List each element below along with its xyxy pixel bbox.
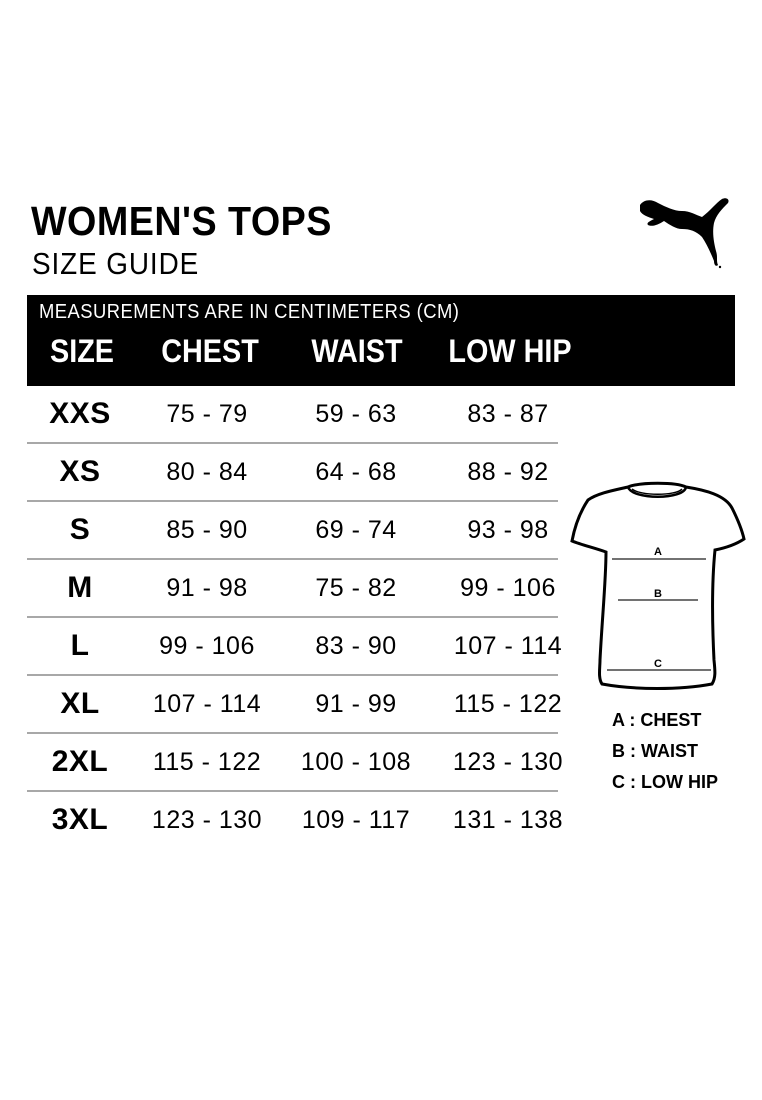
marker-a: A: [654, 546, 662, 558]
row-divider: [27, 732, 558, 734]
table-row: S 85 - 90 69 - 74 93 - 98: [27, 502, 558, 560]
column-header-chest: CHEST: [161, 333, 259, 369]
legend-item-chest: A : CHEST: [612, 710, 701, 731]
puma-logo-icon: [640, 198, 729, 269]
cell-size: XL: [60, 687, 100, 720]
table-header-band: MEASUREMENTS ARE IN CENTIMETERS (CM) SIZ…: [27, 295, 735, 386]
table-row: XS 80 - 84 64 - 68 88 - 92: [27, 444, 558, 502]
cell-chest: 91 - 98: [166, 574, 248, 602]
tshirt-diagram: A B C: [570, 481, 746, 690]
cell-chest: 75 - 79: [166, 400, 248, 428]
cell-waist: 75 - 82: [315, 574, 397, 602]
cell-size: 2XL: [51, 745, 109, 778]
row-divider: [27, 616, 558, 618]
marker-c: C: [654, 658, 662, 670]
cell-chest: 99 - 106: [159, 632, 255, 660]
legend-sep: :: [629, 710, 636, 730]
legend-label: LOW HIP: [641, 772, 719, 792]
cell-size: XXS: [49, 397, 111, 430]
legend-label: CHEST: [640, 710, 702, 730]
legend-label: WAIST: [641, 741, 699, 761]
column-header-low-hip: LOW HIP: [448, 333, 572, 369]
cell-low-hip: 88 - 92: [467, 458, 549, 486]
row-divider: [27, 674, 558, 676]
row-divider: [27, 558, 558, 560]
units-note: MEASUREMENTS ARE IN CENTIMETERS (CM): [39, 301, 460, 323]
cell-low-hip: 131 - 138: [452, 806, 564, 834]
table-row: XXS 75 - 79 59 - 63 83 - 87: [27, 386, 558, 444]
marker-b: B: [654, 588, 662, 600]
legend-key: C: [612, 772, 625, 792]
table-row: M 91 - 98 75 - 82 99 - 106: [27, 560, 558, 618]
cell-chest: 80 - 84: [166, 458, 248, 486]
cell-low-hip: 123 - 130: [452, 748, 564, 776]
legend-key: B: [612, 741, 625, 761]
table-row: 2XL 115 - 122 100 - 108 123 - 130: [27, 734, 563, 792]
cell-low-hip: 115 - 122: [453, 690, 563, 718]
tshirt-collar: [626, 486, 688, 498]
cell-waist: 83 - 90: [315, 632, 397, 660]
cell-size: M: [67, 571, 93, 604]
row-divider: [27, 790, 558, 792]
cell-waist: 100 - 108: [300, 748, 412, 776]
cell-low-hip: 107 - 114: [453, 632, 563, 660]
cell-waist: 91 - 99: [315, 690, 397, 718]
cell-chest: 107 - 114: [152, 690, 262, 718]
cell-chest: 115 - 122: [152, 748, 262, 776]
cell-low-hip: 83 - 87: [467, 400, 549, 428]
legend-key: A: [612, 710, 625, 730]
cell-low-hip: 99 - 106: [460, 574, 556, 602]
cell-size: S: [69, 513, 91, 546]
table-row: L 99 - 106 83 - 90 107 - 114: [27, 618, 562, 676]
cell-size: XS: [59, 455, 101, 488]
cell-low-hip: 93 - 98: [467, 516, 549, 544]
column-header-size: SIZE: [49, 333, 115, 369]
page-subtitle: SIZE GUIDE: [32, 246, 200, 281]
legend-sep: :: [630, 741, 637, 761]
cell-waist: 109 - 117: [301, 806, 411, 834]
cell-chest: 85 - 90: [166, 516, 248, 544]
legend-item-low-hip: C : LOW HIP: [612, 772, 718, 793]
page-title: WOMEN'S TOPS: [31, 198, 332, 244]
cell-waist: 64 - 68: [315, 458, 397, 486]
column-header-waist: WAIST: [311, 333, 403, 369]
cell-waist: 69 - 74: [315, 516, 397, 544]
cell-waist: 59 - 63: [315, 400, 397, 428]
cell-size: L: [70, 629, 90, 662]
cell-chest: 123 - 130: [151, 806, 263, 834]
tshirt-outline: [570, 481, 746, 690]
legend-sep: :: [630, 772, 637, 792]
row-divider: [27, 442, 558, 444]
row-divider: [27, 500, 558, 502]
table-row: 3XL 123 - 130 109 - 117 131 - 138: [27, 792, 563, 850]
table-row: XL 107 - 114 91 - 99 115 - 122: [27, 676, 562, 734]
cell-size: 3XL: [51, 803, 109, 836]
legend-item-waist: B : WAIST: [612, 741, 698, 762]
